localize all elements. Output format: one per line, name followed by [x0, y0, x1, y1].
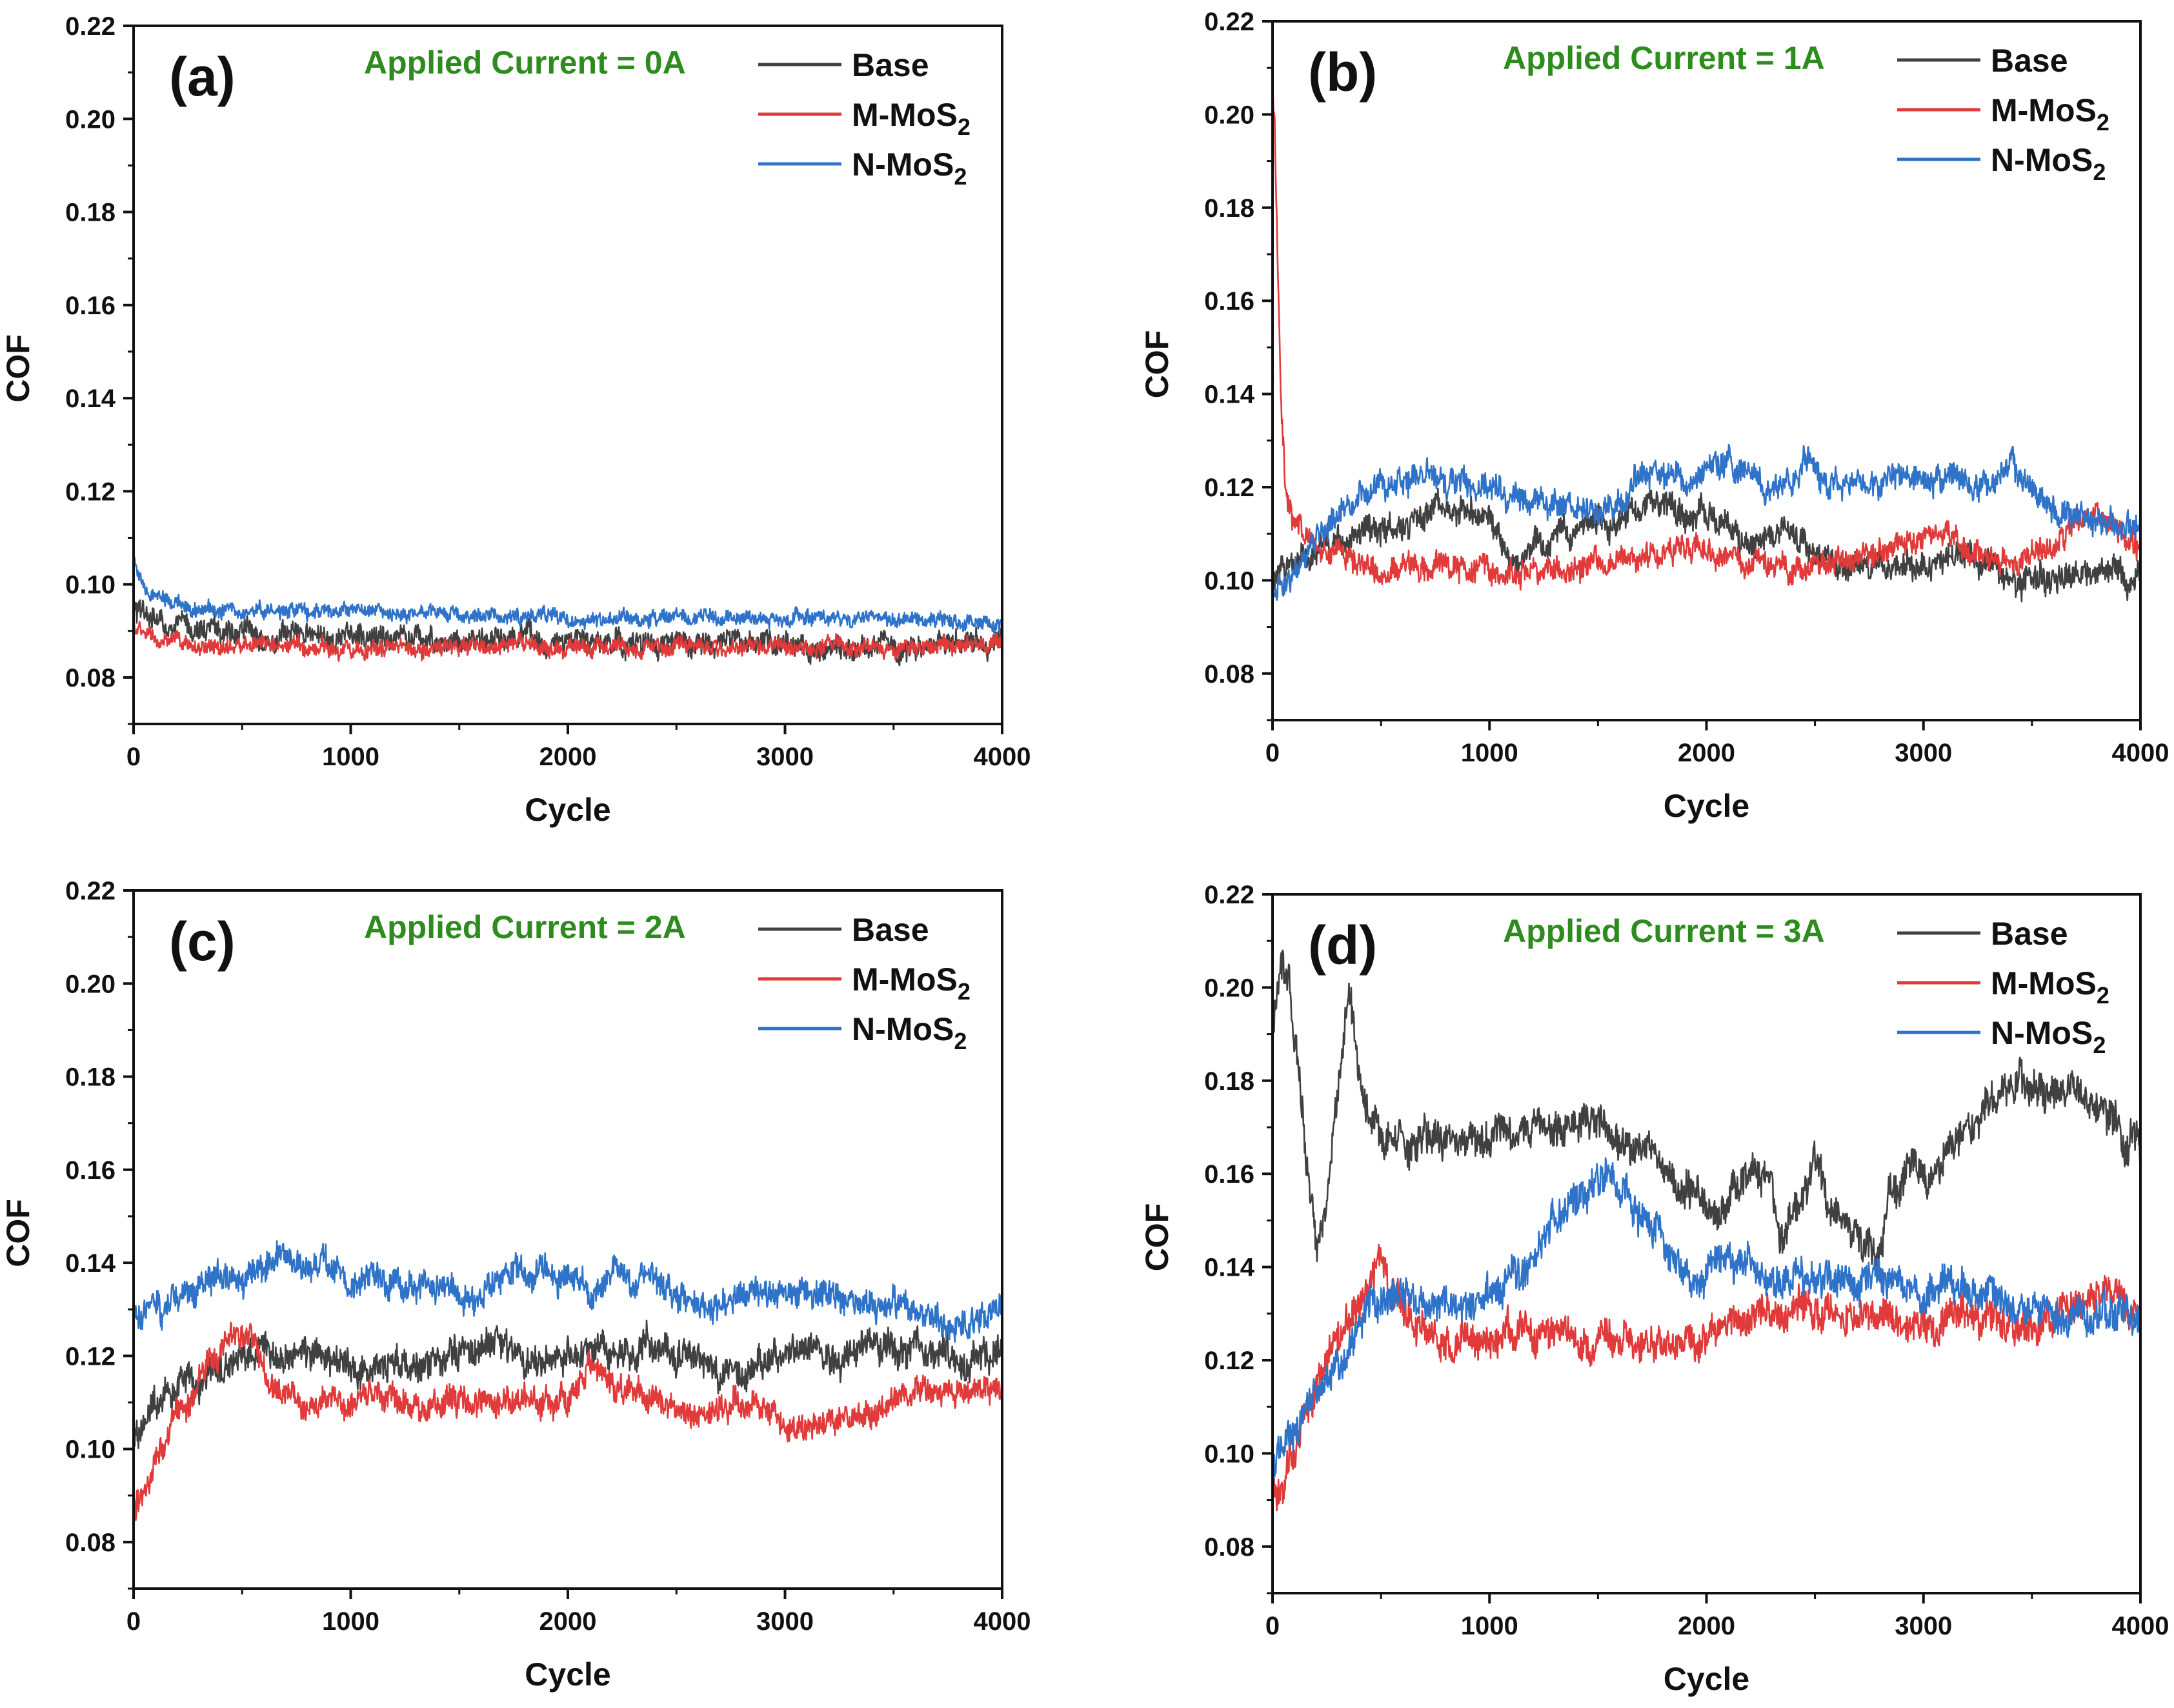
series-group: [1273, 94, 2140, 607]
y-tick-label: 0.12: [1204, 474, 1254, 502]
y-tick-label: 0.12: [1204, 1347, 1254, 1375]
x-tick-label: 4000: [2112, 739, 2169, 767]
panel-label: (c): [169, 911, 236, 972]
y-tick-label: 0.20: [1204, 101, 1254, 129]
y-tick-label: 0.18: [1204, 1067, 1254, 1096]
y-tick-label: 0.16: [1204, 287, 1254, 316]
series-line-n-mos2: [134, 556, 1002, 634]
y-tick-label: 0.12: [65, 477, 116, 506]
series-line-m-mos2: [134, 620, 1002, 662]
legend-label-m-mos2: M-MoS2: [852, 961, 971, 1005]
series-line-n-mos2: [1273, 1157, 2140, 1484]
y-tick-label: 0.18: [1204, 194, 1254, 223]
legend-label-base: Base: [852, 47, 929, 83]
x-tick-label: 4000: [974, 743, 1031, 771]
x-tick-label: 2000: [1678, 1612, 1735, 1640]
y-tick-label: 0.16: [65, 1156, 116, 1185]
y-axis-title: COF: [0, 334, 36, 403]
y-tick-label: 0.22: [1204, 881, 1254, 909]
applied-current-annotation: Applied Current = 1A: [1503, 40, 1825, 76]
y-tick-label: 0.20: [1204, 974, 1254, 1002]
panel-label: (b): [1308, 42, 1377, 103]
y-tick-label: 0.14: [65, 385, 116, 413]
x-tick-label: 2000: [539, 1607, 597, 1636]
series-group: [134, 556, 1002, 667]
x-axis-title: Cycle: [525, 792, 610, 828]
x-tick-label: 1000: [322, 1607, 379, 1636]
x-tick-label: 0: [1265, 739, 1280, 767]
series-line-m-mos2: [1273, 94, 2140, 591]
series-line-base: [134, 1320, 1002, 1449]
y-tick-label: 0.20: [65, 105, 116, 134]
y-tick-label: 0.10: [65, 571, 116, 599]
y-tick-label: 0.08: [65, 1529, 116, 1557]
y-tick-label: 0.14: [65, 1249, 116, 1278]
chart-panel-b: 0.08 0.10 0.12 0.14 0.16 0.18 0.20 0.22 0 1000 200…: [1139, 8, 2169, 824]
y-tick-label: 0.22: [65, 12, 116, 41]
chart-panel-d: 0.08 0.10 0.12 0.14 0.16 0.18 0.20 0.22 0 1000 200…: [1139, 881, 2169, 1697]
applied-current-annotation: Applied Current = 3A: [1503, 913, 1825, 949]
chart-panel-a: 0.08 0.10 0.12 0.14 0.16 0.18 0.20 0.22 0 1000 200…: [0, 12, 1031, 828]
y-axis-title: COF: [0, 1199, 36, 1267]
x-tick-label: 3000: [1895, 1612, 1952, 1640]
legend-label-m-mos2: M-MoS2: [1991, 92, 2109, 136]
x-tick-label: 4000: [974, 1607, 1031, 1636]
y-tick-label: 0.08: [1204, 660, 1254, 688]
y-axis-title: COF: [1139, 330, 1175, 399]
legend-label-n-mos2: N-MoS2: [1991, 142, 2106, 185]
x-tick-label: 4000: [2112, 1612, 2169, 1640]
y-tick-label: 0.14: [1204, 381, 1255, 409]
panel-label: (d): [1308, 915, 1377, 976]
y-tick-label: 0.08: [1204, 1533, 1254, 1562]
x-tick-label: 0: [1265, 1612, 1280, 1640]
y-tick-label: 0.10: [65, 1436, 116, 1464]
y-tick-label: 0.16: [1204, 1160, 1254, 1189]
chart-panel-c: 0.08 0.10 0.12 0.14 0.16 0.18 0.20 0.22 0 1000 200…: [0, 877, 1031, 1693]
legend-label-base: Base: [1991, 43, 2068, 79]
y-tick-label: 0.18: [65, 1063, 116, 1092]
x-axis-title: Cycle: [1664, 788, 1749, 824]
x-axis-title: Cycle: [1664, 1661, 1749, 1697]
x-tick-label: 0: [126, 1607, 141, 1636]
x-tick-label: 1000: [1461, 1612, 1518, 1640]
legend-label-m-mos2: M-MoS2: [1991, 965, 2109, 1009]
legend-label-base: Base: [1991, 916, 2068, 952]
y-axis-title: COF: [1139, 1203, 1175, 1272]
x-tick-label: 0: [126, 743, 141, 771]
series-group: [1273, 949, 2140, 1512]
series-line-base: [1273, 949, 2140, 1269]
x-tick-label: 2000: [539, 743, 597, 771]
y-tick-label: 0.22: [1204, 8, 1254, 36]
y-tick-label: 0.08: [65, 664, 116, 692]
x-tick-label: 1000: [1461, 739, 1518, 767]
series-line-n-mos2: [134, 1240, 1002, 1343]
legend-label-n-mos2: N-MoS2: [852, 146, 967, 190]
series-line-n-mos2: [1273, 443, 2140, 607]
series-line-base: [1273, 487, 2140, 603]
applied-current-annotation: Applied Current = 2A: [364, 909, 686, 945]
series-line-m-mos2: [134, 1321, 1002, 1522]
x-tick-label: 3000: [756, 1607, 814, 1636]
y-tick-label: 0.14: [1204, 1254, 1255, 1282]
y-tick-label: 0.20: [65, 970, 116, 998]
x-tick-label: 1000: [322, 743, 379, 771]
applied-current-annotation: Applied Current = 0A: [364, 45, 686, 81]
y-tick-label: 0.18: [65, 199, 116, 227]
y-tick-label: 0.12: [65, 1342, 116, 1371]
y-tick-label: 0.16: [65, 292, 116, 320]
y-tick-label: 0.22: [65, 877, 116, 905]
legend-label-n-mos2: N-MoS2: [1991, 1015, 2106, 1058]
series-group: [134, 1240, 1002, 1522]
legend-label-n-mos2: N-MoS2: [852, 1011, 967, 1054]
x-tick-label: 3000: [1895, 739, 1952, 767]
x-axis-title: Cycle: [525, 1656, 610, 1693]
x-tick-label: 2000: [1678, 739, 1735, 767]
panel-label: (a): [169, 46, 236, 107]
legend-label-m-mos2: M-MoS2: [852, 97, 971, 140]
x-tick-label: 3000: [756, 743, 814, 771]
legend-label-base: Base: [852, 912, 929, 948]
y-tick-label: 0.10: [1204, 1440, 1254, 1468]
y-tick-label: 0.10: [1204, 567, 1254, 595]
